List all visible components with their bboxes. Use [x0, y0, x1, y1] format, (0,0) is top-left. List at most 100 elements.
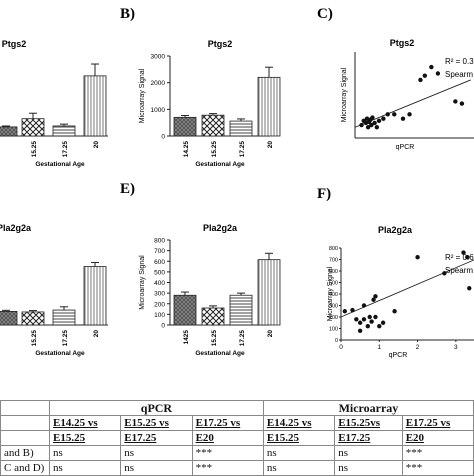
panel-label: C) — [317, 6, 333, 22]
bar — [201, 114, 225, 137]
panel-label: F) — [317, 186, 331, 202]
table-group-header: qPCR — [49, 400, 264, 416]
table-cell: ns — [262, 445, 336, 461]
scatter-point — [467, 286, 472, 291]
table-comparison-header: E17.25 — [334, 430, 403, 446]
scatter-point — [465, 255, 470, 260]
y-tick-label: 500 — [329, 281, 338, 287]
table-cell: *** — [401, 445, 474, 461]
scatter-point — [359, 122, 364, 128]
bar — [201, 307, 225, 326]
table-cell: *** — [191, 460, 264, 476]
y-tick-label: 600 — [329, 269, 338, 275]
scatter-point — [459, 101, 465, 106]
table-comparison-header: E15.25 — [48, 430, 122, 446]
scatter-point — [422, 73, 428, 78]
x-tick-label: 17.25 — [62, 141, 69, 158]
bar — [21, 311, 45, 326]
table-comparison-header: E17.25 vs — [401, 415, 474, 431]
x-tick-label: 15.25 — [211, 141, 218, 158]
y-tick-label: 300 — [154, 291, 165, 298]
scatter-point — [407, 112, 412, 117]
x-tick-label: 17.25 — [239, 330, 246, 347]
panel-title: Ptgs2 — [208, 39, 233, 49]
y-tick-label: 100 — [329, 327, 338, 333]
y-tick-label: 200 — [329, 315, 338, 321]
y-tick-label: 300 — [329, 304, 338, 310]
scatter-point — [371, 297, 376, 302]
table-row-label: and B) — [0, 445, 50, 461]
x-tick-label: 0 — [339, 344, 343, 351]
panel-title: Pla2g2a — [378, 225, 413, 235]
y-tick-label: 700 — [154, 248, 165, 255]
scatter-point — [380, 320, 386, 325]
y-axis-label: Microarray Signal — [341, 67, 348, 122]
bar — [173, 116, 197, 137]
x-tick-label: 17.25 — [239, 141, 246, 158]
table-cell: ns — [120, 460, 193, 476]
table-comparison-header: E15.25 vs — [120, 415, 193, 431]
table-comparison-header: E20 — [401, 430, 474, 446]
bar — [83, 266, 107, 326]
x-axis-label: Gestational Age — [195, 161, 245, 168]
table-cell: ns — [334, 445, 403, 461]
x-tick-label: 20 — [267, 330, 274, 338]
bar — [257, 76, 281, 137]
r-squared-label: R² = 0.38 — [445, 57, 474, 66]
x-tick-label: 1 — [377, 344, 381, 351]
bar — [52, 125, 76, 137]
table-comparison-header: E14.25 vs — [262, 415, 336, 431]
scatter-point — [369, 319, 374, 324]
bar — [21, 118, 45, 137]
x-axis-label: Gestational Age — [35, 161, 85, 168]
scatter-point — [373, 314, 378, 320]
bar — [229, 294, 253, 326]
table-comparison-header: E20 — [191, 430, 264, 446]
y-tick-label: 800 — [154, 238, 165, 245]
bar — [83, 75, 107, 137]
y-tick-label: 500 — [154, 269, 165, 276]
table-row-label: C and D) — [0, 460, 50, 476]
scatter-point — [385, 112, 390, 117]
bar — [0, 126, 18, 137]
scatter-point — [392, 309, 397, 314]
y-tick-label: 2000 — [151, 80, 166, 87]
scatter-point — [377, 324, 382, 329]
panel-label: E) — [120, 181, 135, 197]
bar — [257, 259, 281, 326]
x-tick-label: 14.25 — [183, 141, 190, 158]
spearman-label: Spearm — [445, 70, 473, 79]
bar — [173, 294, 197, 326]
x-tick-label: 1425 — [183, 330, 190, 345]
scatter-point — [415, 255, 420, 260]
table-corner-cell — [0, 400, 50, 416]
scatter-point — [357, 320, 363, 325]
y-axis-label: Microarray Signal — [139, 68, 146, 123]
scatter-point — [453, 99, 458, 104]
y-tick-label: 400 — [329, 292, 338, 298]
x-tick-label: 17.25 — [62, 330, 69, 347]
table-cell: ns — [120, 445, 193, 461]
x-axis-label: qPCR — [396, 144, 415, 151]
panel-title: Ptgs2 — [390, 38, 415, 48]
scatter-point — [418, 77, 423, 83]
table-cell: *** — [401, 460, 474, 476]
scatter-point — [442, 271, 447, 276]
scatter-point — [429, 64, 434, 70]
scatter-point — [372, 120, 377, 126]
table-cell: ns — [48, 460, 122, 476]
scatter-point — [350, 307, 355, 313]
scatter-point — [357, 328, 363, 333]
x-tick-label: 20 — [267, 141, 274, 149]
table-empty-cell — [0, 430, 50, 446]
y-axis-label: Microarray Signal — [327, 266, 334, 321]
scatter-point — [365, 324, 370, 329]
scatter-point — [361, 303, 367, 308]
table-cell: ns — [334, 460, 403, 476]
x-tick-label: 3 — [454, 344, 458, 351]
panel-title: Ptgs2 — [2, 39, 27, 49]
x-axis-label: Gestational Age — [195, 350, 245, 357]
y-tick-label: 200 — [154, 301, 165, 308]
scatter-point — [354, 317, 359, 322]
